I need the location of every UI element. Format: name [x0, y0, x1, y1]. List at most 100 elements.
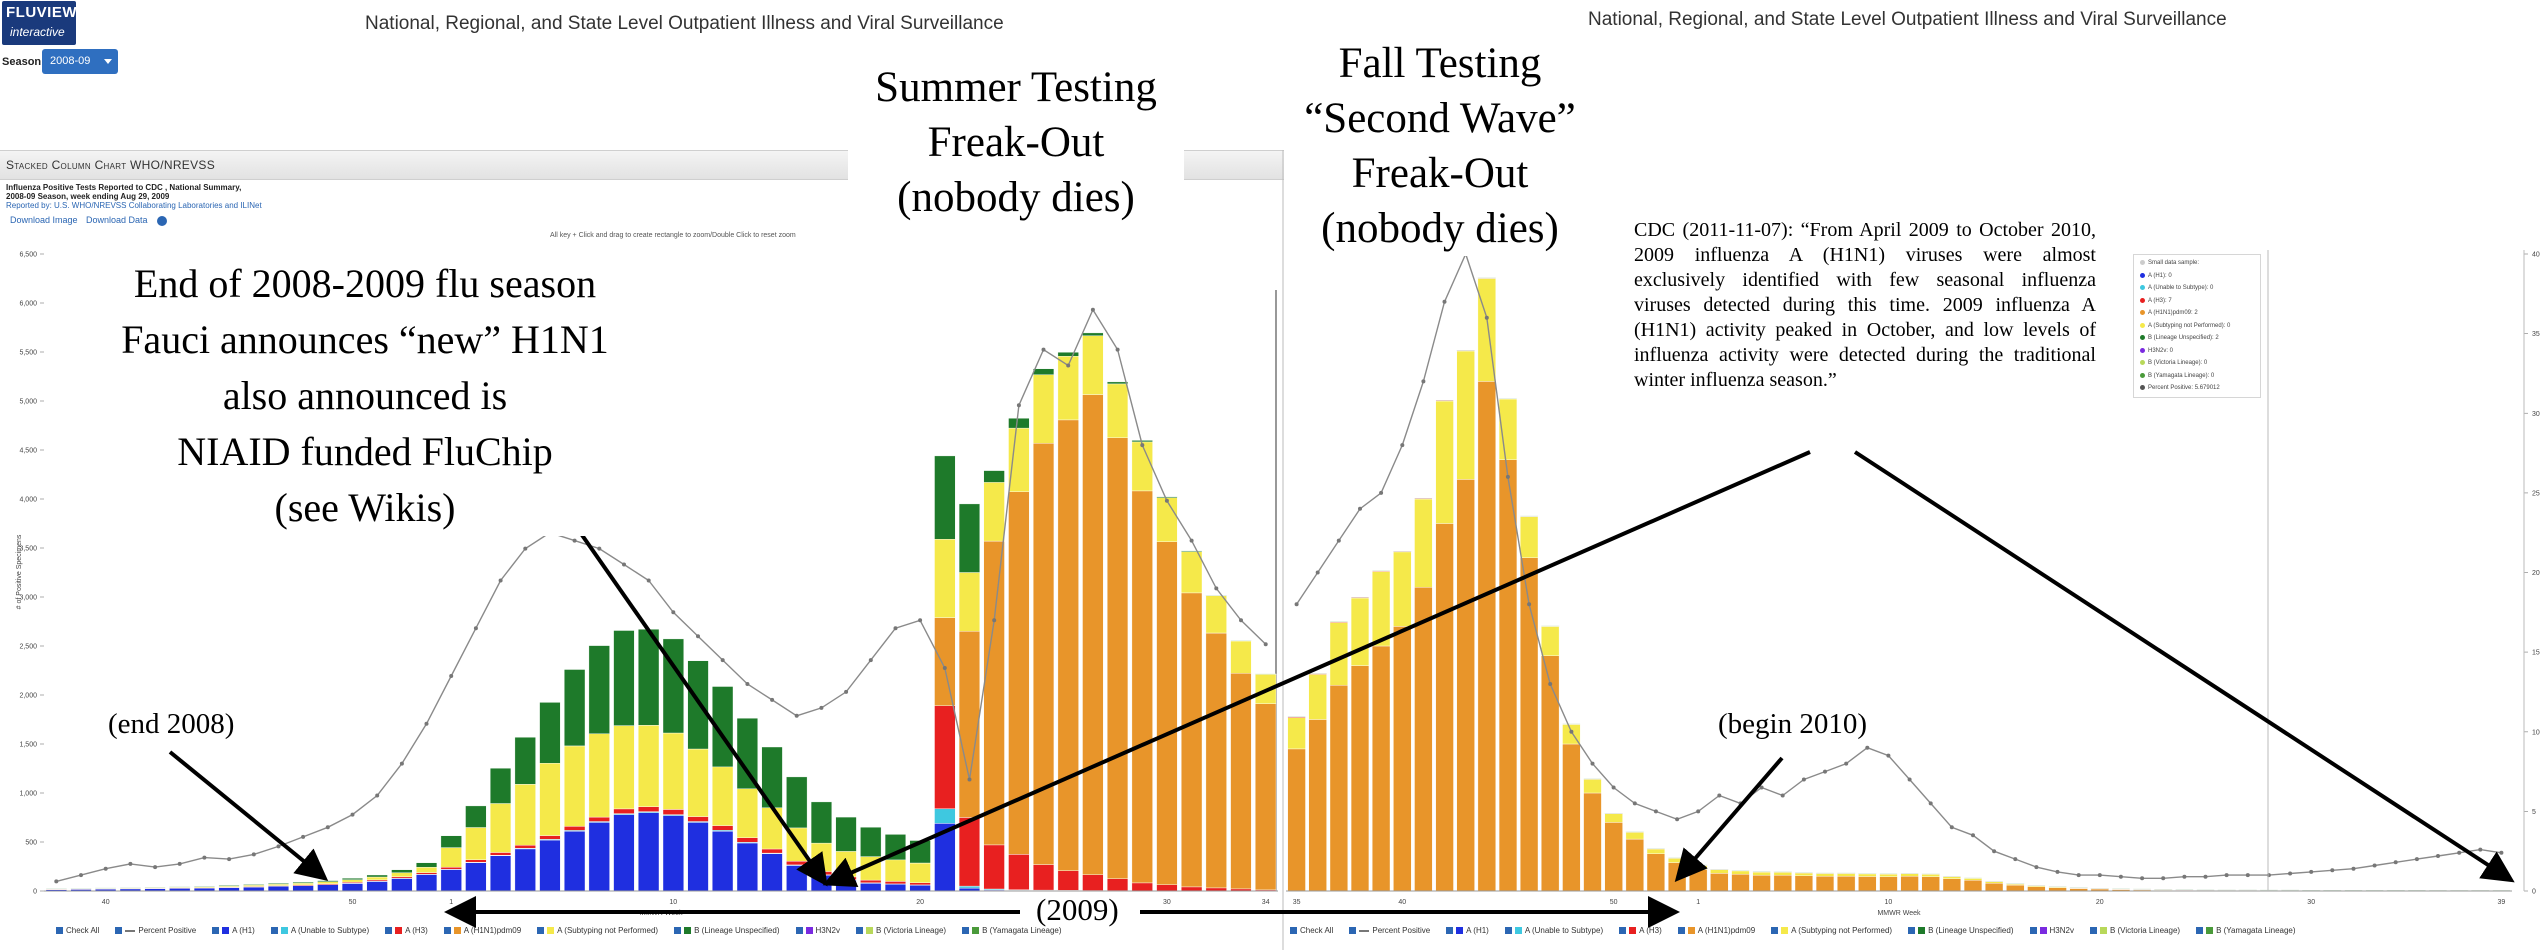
checkbox-icon[interactable] — [212, 927, 220, 935]
bar-segment — [687, 822, 709, 892]
bar-segment — [391, 876, 413, 879]
legend-label: Check All — [66, 926, 100, 935]
y2-tick-label: 40 — [2532, 252, 2540, 259]
download-data-link[interactable]: Download Data — [86, 215, 148, 225]
bar-segment — [736, 842, 758, 892]
bar-segment — [2048, 886, 2067, 887]
bar-segment — [1837, 876, 1856, 892]
checkbox-icon[interactable] — [855, 927, 863, 935]
percent-positive-point — [1484, 315, 1489, 320]
legend-toggle-item[interactable]: B (Lineage Unspecified) — [1908, 926, 2014, 935]
logo-line1: FLUVIEW — [6, 4, 77, 21]
checkbox-icon[interactable] — [56, 927, 63, 935]
legend-swatch — [2140, 322, 2145, 328]
fluview-logo[interactable]: FLUVIEW interactive — [2, 1, 77, 45]
legend-toggle-item[interactable]: B (Yamagata Lineage) — [962, 926, 1062, 935]
percent-positive-point — [1653, 809, 1658, 814]
legend-swatch — [2140, 285, 2145, 290]
tooltip-legend-item: A (H3): 7 — [2140, 297, 2172, 304]
percent-positive-point — [1016, 403, 1021, 408]
legend-label: B (Yamagata Lineage) — [2216, 926, 2296, 935]
bar-segment — [1583, 778, 1602, 780]
legend-toggle-item[interactable]: A (Subtyping not Performed) — [537, 926, 658, 935]
bar-segment — [1858, 873, 1877, 874]
percent-positive-point — [1263, 642, 1268, 647]
legend-toggle-item[interactable]: A (H3) — [1619, 926, 1662, 935]
checkbox-icon[interactable] — [115, 927, 123, 935]
bar-segment — [1255, 703, 1277, 891]
legend-toggle-item[interactable]: A (Subtyping not Performed) — [1771, 926, 1892, 935]
info-icon[interactable] — [157, 216, 167, 226]
checkbox-icon[interactable] — [2196, 927, 2204, 935]
percent-positive-point — [1823, 769, 1827, 774]
tooltip-legend-item: B (Victoria Lineage): 0 — [2140, 360, 2207, 366]
checkbox-icon[interactable] — [1677, 927, 1685, 935]
x-tick-label: 30 — [1163, 899, 1171, 906]
download-image-link[interactable]: Download Image — [10, 215, 78, 225]
annotation-summer-line: (nobody dies) — [897, 174, 1135, 221]
checkbox-icon[interactable] — [385, 927, 393, 935]
bar-segment — [909, 884, 931, 892]
bar-segment — [2238, 889, 2257, 891]
annotation-arrow — [168, 750, 329, 882]
bar-segment — [514, 784, 536, 846]
checkbox-icon[interactable] — [1908, 927, 1916, 935]
legend-toggle-item[interactable]: Check All — [56, 926, 99, 935]
legend-toggle-item[interactable]: A (Unable to Subtype) — [1504, 926, 1603, 935]
percent-positive-point — [1189, 538, 1194, 543]
legend-swatch — [395, 927, 403, 935]
bar-segment — [1181, 592, 1203, 888]
checkbox-icon[interactable] — [962, 927, 970, 935]
checkbox-icon[interactable] — [2089, 927, 2097, 935]
legend-toggle-item[interactable]: A (H3) — [385, 926, 428, 935]
legend-toggle-item[interactable]: A (Unable to Subtype) — [270, 926, 369, 935]
page-title-left: National, Regional, and State Level Outp… — [365, 13, 1004, 34]
season-select[interactable]: 2008-09 — [42, 49, 118, 74]
legend-toggle-item[interactable]: Percent Positive — [1349, 926, 1430, 935]
legend-toggle-item[interactable]: H3N2v — [2029, 926, 2074, 935]
checkbox-icon[interactable] — [795, 927, 803, 935]
annotation-summer-line: Summer Testing — [875, 64, 1157, 111]
bar-segment — [958, 631, 980, 818]
percent-positive-point — [1590, 761, 1595, 766]
annotation-begin-2010: (begin 2010) — [1718, 708, 1867, 741]
checkbox-icon[interactable] — [1504, 927, 1512, 935]
checkbox-icon[interactable] — [443, 927, 451, 935]
legend-toggle-item[interactable]: B (Lineage Unspecified) — [674, 926, 780, 935]
legend-toggle-item[interactable]: A (H1N1)pdm09 — [443, 926, 521, 935]
legend-toggle-item[interactable]: Check All — [1290, 926, 1333, 935]
bar-segment — [45, 888, 67, 890]
bar-segment — [564, 669, 586, 747]
percent-positive-point — [2140, 876, 2145, 881]
checkbox-icon[interactable] — [1290, 927, 1297, 935]
y-axis-label: # of Positive Specimens — [16, 534, 23, 609]
legend-toggle-item[interactable]: B (Yamagata Lineage) — [2196, 926, 2296, 935]
legend-toggle-item[interactable]: Percent Positive — [115, 926, 196, 935]
x-tick-label: 35 — [1293, 899, 1301, 906]
legend-toggle-item[interactable]: B (Victoria Lineage) — [855, 926, 946, 935]
bar-segment — [465, 827, 487, 860]
checkbox-icon[interactable] — [1771, 927, 1779, 935]
legend-toggle-item[interactable]: A (H1) — [212, 926, 255, 935]
percent-positive-point — [967, 777, 972, 782]
checkbox-icon[interactable] — [2029, 927, 2037, 935]
legend-toggle-item[interactable]: A (H1) — [1446, 926, 1489, 935]
checkbox-icon[interactable] — [537, 927, 545, 935]
checkbox-icon[interactable] — [1446, 927, 1454, 935]
bar-segment — [1731, 870, 1750, 875]
bar-segment — [1057, 419, 1079, 871]
bar-segment — [1032, 368, 1055, 375]
bar-segment — [119, 887, 141, 889]
checkbox-icon[interactable] — [1349, 927, 1357, 935]
bar-segment — [1205, 887, 1227, 892]
checkbox-icon[interactable] — [270, 927, 278, 935]
legend-toggle-item[interactable]: A (H1N1)pdm09 — [1677, 926, 1755, 935]
legend-toggle-item[interactable]: B (Victoria Lineage) — [2089, 926, 2180, 935]
bar-segment — [2006, 883, 2025, 885]
bar-segment — [1255, 673, 1277, 675]
checkbox-icon[interactable] — [1619, 927, 1627, 935]
bar-segment — [2259, 889, 2278, 891]
checkbox-icon[interactable] — [674, 927, 682, 935]
legend-toggle-item[interactable]: H3N2v — [795, 926, 840, 935]
